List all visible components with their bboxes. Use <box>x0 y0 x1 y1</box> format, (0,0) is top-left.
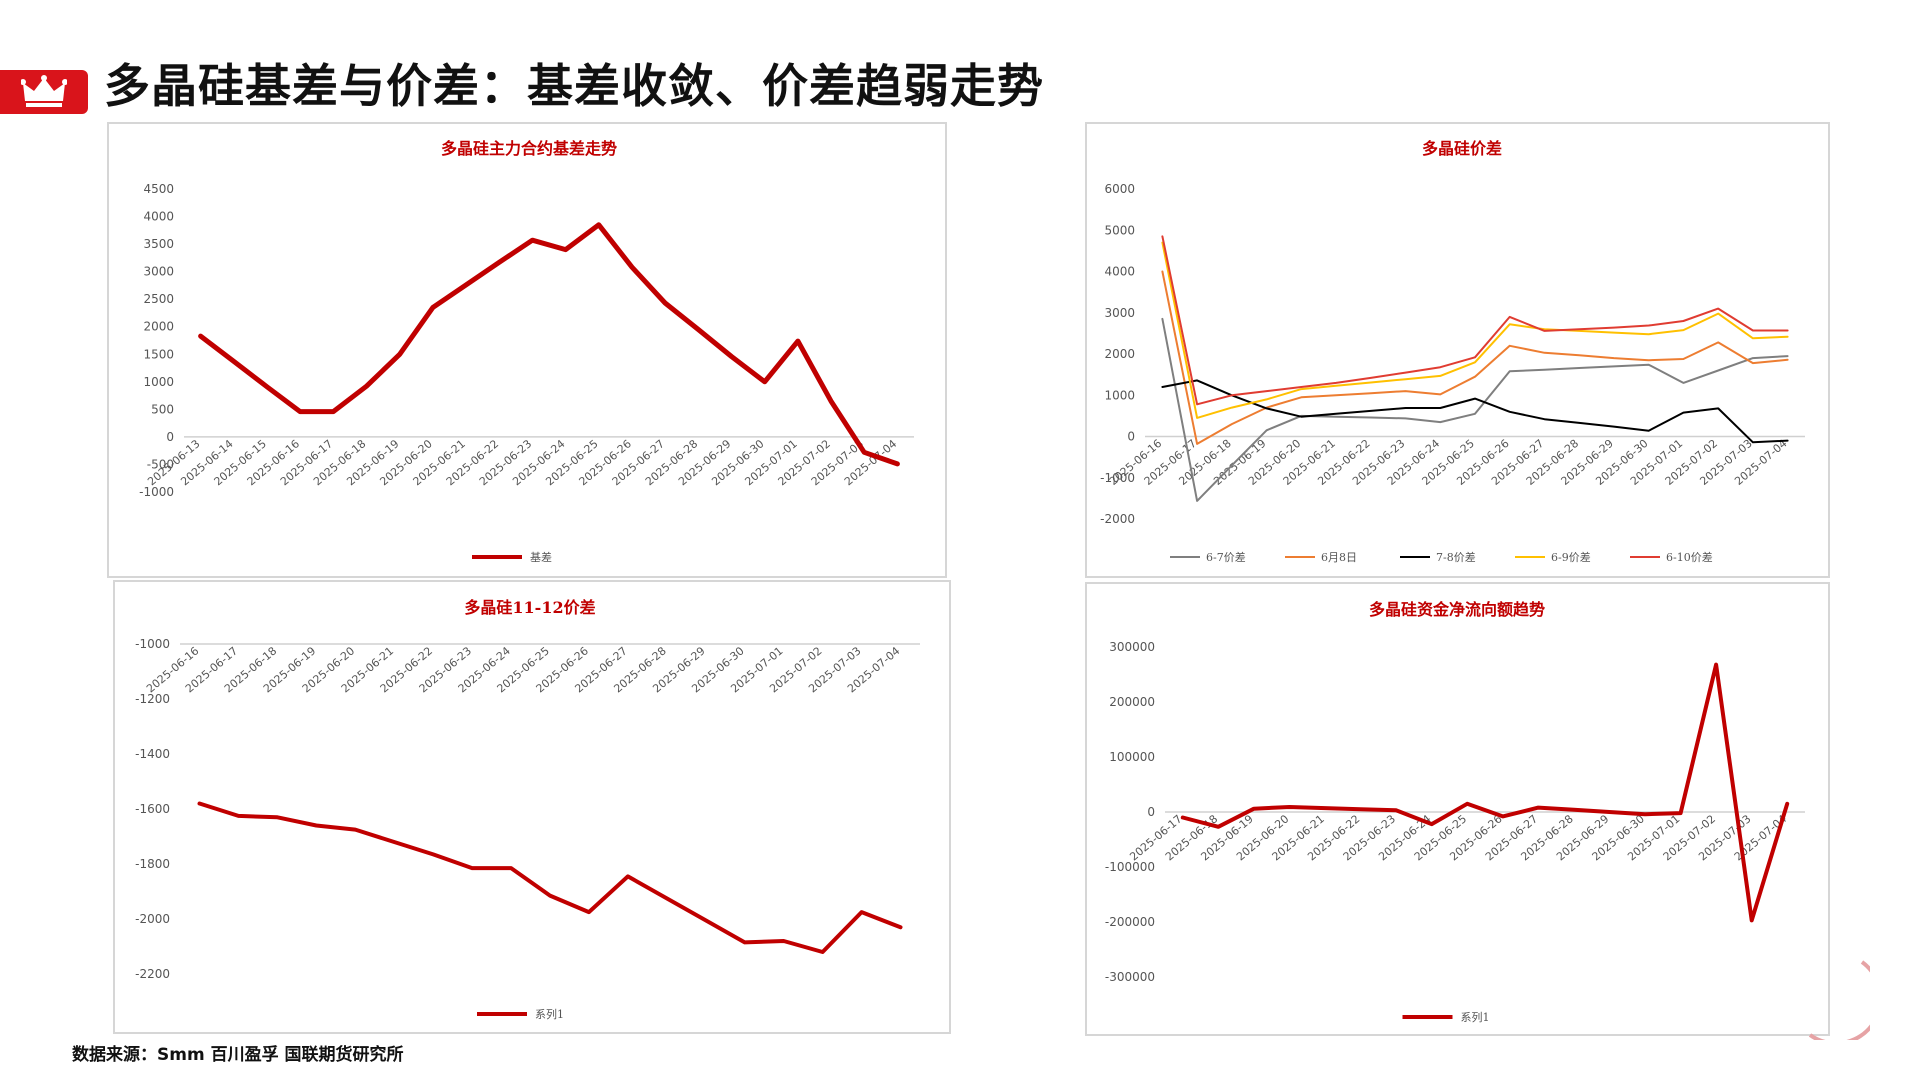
legend-label: 6-7价差 <box>1206 550 1246 564</box>
y-tick-label: 200000 <box>1109 695 1155 709</box>
chart-basis: 多晶硅主力合约基差走势 -1000 -500 0 500 1000 1500 2000 2500… <box>139 139 914 564</box>
y-tick-label: -2000 <box>135 912 170 926</box>
y-tick-label: -100000 <box>1105 860 1155 874</box>
legend-label: 基差 <box>530 550 552 564</box>
y-tick-label: 0 <box>1147 805 1155 819</box>
y-tick-label: 4000 <box>143 210 174 224</box>
legend-label: 6月8日 <box>1321 551 1357 564</box>
y-tick-label: -1800 <box>135 857 170 871</box>
y-tick-label: 3000 <box>1104 306 1135 320</box>
legend-label: 6-9价差 <box>1551 550 1591 564</box>
y-tick-label: 6000 <box>1104 182 1135 196</box>
y-tick-label: -200000 <box>1105 915 1155 929</box>
y-tick-label: 4500 <box>143 182 174 196</box>
chart-panel-spread-11-12: 多晶硅11-12价差 -2200 -2000 -1800 -1600 -1400 -1200… <box>113 580 951 1034</box>
legend-label: 系列1 <box>1461 1010 1490 1024</box>
y-tick-label: -300000 <box>1105 970 1155 984</box>
y-tick-label: -1000 <box>1100 471 1135 485</box>
chart-title: 多晶硅价差 <box>1422 139 1502 158</box>
series-line <box>1161 235 1789 406</box>
y-tick-label: 300000 <box>1109 640 1155 654</box>
chart-fund-flow: 多晶硅资金净流向额趋势 -300000 -200000 -100000 0 100000 2… <box>1105 600 1805 1024</box>
y-tick-label: 2500 <box>143 292 174 306</box>
chart-spread-11-12: 多晶硅11-12价差 -2200 -2000 -1800 -1600 -1400 -1200… <box>135 598 920 1021</box>
y-tick-label: 500 <box>151 402 174 416</box>
legend-label: 7-8价差 <box>1436 550 1476 564</box>
series-line <box>197 801 903 954</box>
chart-spread-months: 多晶硅价差 -2000 -1000 0 1000 2000 3000 4000 5000 6000… <box>1100 139 1805 564</box>
series-line <box>1161 241 1789 419</box>
chart-panel-basis: 多晶硅主力合约基差走势 -1000 -500 0 500 1000 1500 2000 2500… <box>107 122 947 578</box>
legend-label: 系列1 <box>535 1007 564 1021</box>
y-tick-label: 1500 <box>143 347 174 361</box>
y-tick-label: 2000 <box>143 320 174 334</box>
chart-title: 多晶硅资金净流向额趋势 <box>1369 600 1545 619</box>
y-tick-label: 4000 <box>1104 265 1135 279</box>
y-tick-label: -2000 <box>1100 512 1135 526</box>
series-line <box>1161 379 1789 444</box>
chart-panel-spread-months: 多晶硅价差 -2000 -1000 0 1000 2000 3000 4000 5000 6000… <box>1085 122 1830 578</box>
y-tick-label: -500 <box>147 457 174 471</box>
y-tick-label: 0 <box>1127 430 1135 444</box>
series-line <box>1180 662 1790 923</box>
crown-icon <box>21 75 67 107</box>
y-tick-label: 3000 <box>143 265 174 279</box>
y-tick-label: 1000 <box>1104 388 1135 402</box>
series-line <box>198 222 900 467</box>
y-tick-label: -1000 <box>135 637 170 651</box>
chart-title: 多晶硅11-12价差 <box>464 598 595 617</box>
y-tick-label: -1200 <box>135 692 170 706</box>
y-tick-label: 0 <box>166 430 174 444</box>
data-source-note: 数据来源：Smm 百川盈孚 国联期货研究所 <box>72 1045 404 1065</box>
y-tick-label: 100000 <box>1109 750 1155 764</box>
title-badge <box>0 70 88 114</box>
y-tick-label: -1000 <box>139 485 174 499</box>
y-tick-label: 2000 <box>1104 347 1135 361</box>
chart-title: 多晶硅主力合约基差走势 <box>441 139 617 158</box>
chart-panel-fund-flow: 多晶硅资金净流向额趋势 -300000 -200000 -100000 0 100000 2… <box>1085 582 1830 1036</box>
y-tick-label: 5000 <box>1104 223 1135 237</box>
y-tick-label: -1400 <box>135 747 170 761</box>
decorative-arc <box>1808 960 1870 1040</box>
y-tick-label: 1000 <box>143 375 174 389</box>
series-line <box>1161 317 1789 502</box>
y-tick-label: -2200 <box>135 967 170 981</box>
y-tick-label: 3500 <box>143 237 174 251</box>
page-title: 多晶硅基差与价差：基差收敛、价差趋弱走势 <box>104 59 1044 113</box>
legend-label: 6-10价差 <box>1666 550 1713 564</box>
y-tick-label: -1600 <box>135 802 170 816</box>
